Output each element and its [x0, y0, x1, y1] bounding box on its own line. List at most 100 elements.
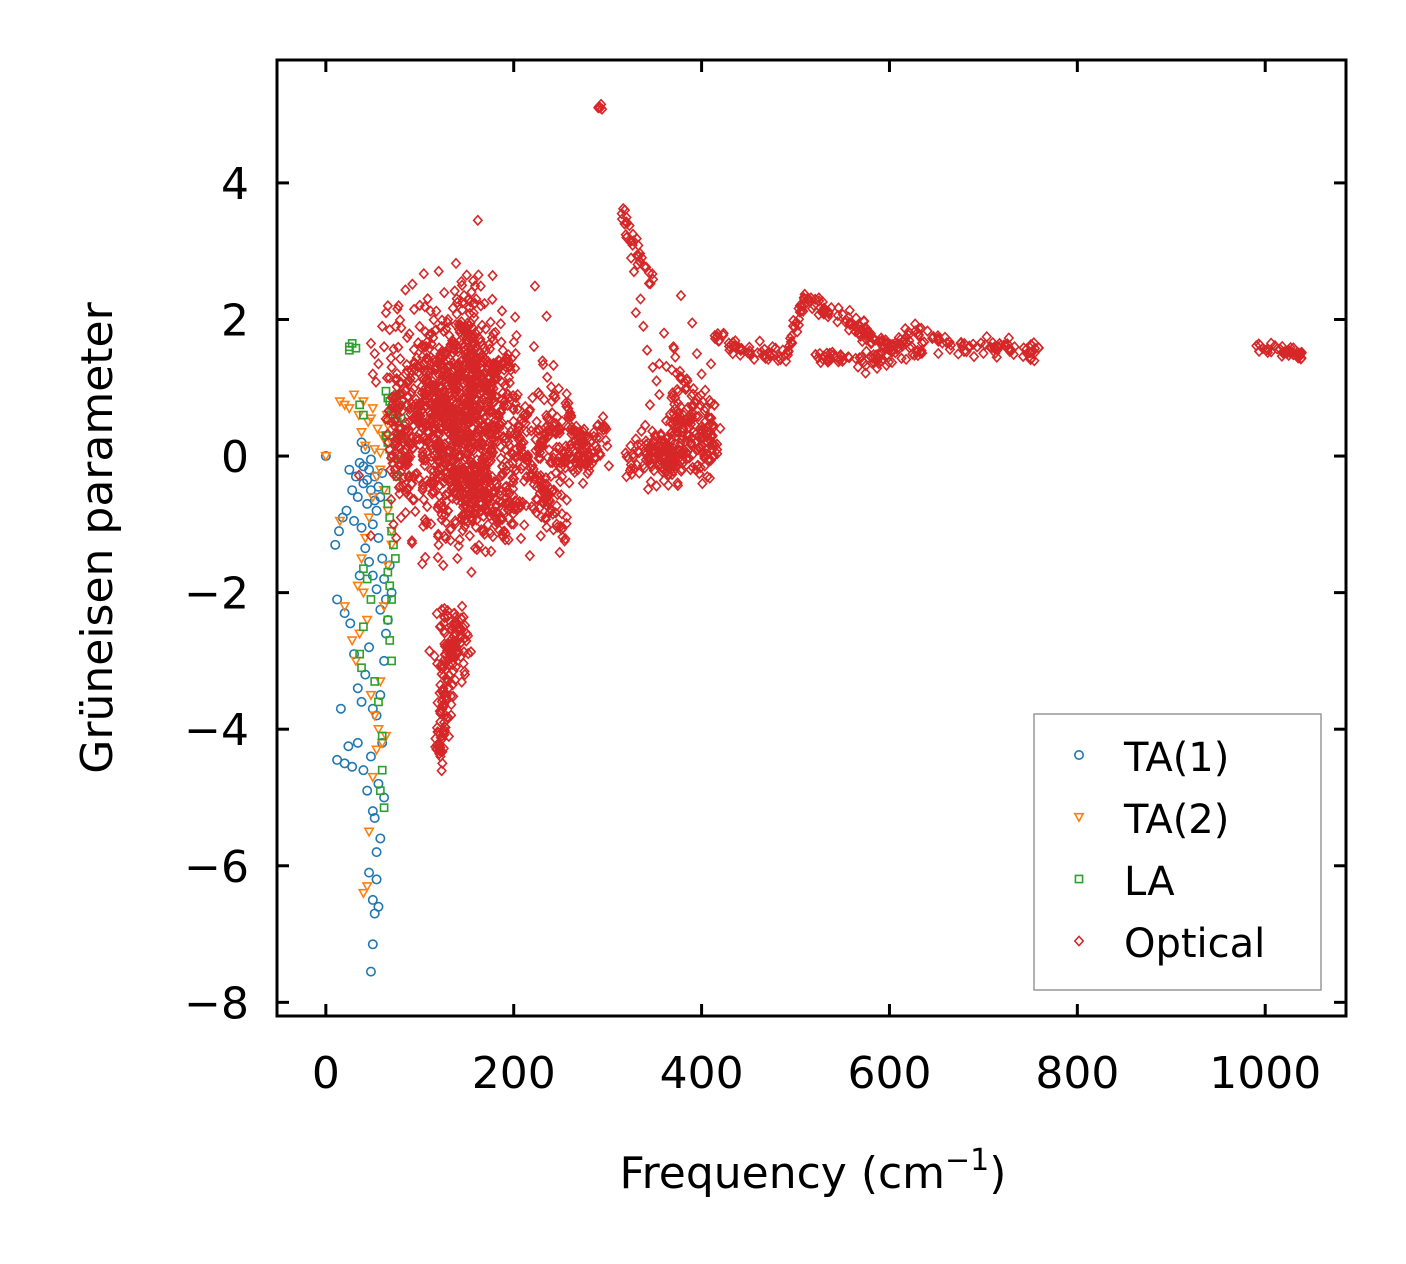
- data-point: [577, 477, 589, 490]
- data-point: [499, 533, 511, 546]
- data-point: [449, 515, 461, 527]
- data-point: [507, 457, 518, 470]
- data-point: [403, 489, 414, 501]
- data-point: [454, 413, 465, 426]
- data-point: [896, 352, 907, 365]
- data-point: [527, 391, 538, 404]
- data-point: [389, 420, 400, 433]
- data-point: [457, 501, 469, 513]
- data-point: [775, 353, 786, 366]
- data-point: [365, 337, 377, 350]
- data-point: [526, 500, 538, 513]
- data-point: [444, 428, 456, 440]
- data-point: [482, 504, 493, 516]
- data-point: [706, 438, 718, 450]
- data-point: [405, 438, 417, 451]
- x-tick-label: 600: [847, 1048, 931, 1099]
- data-point: [470, 521, 482, 533]
- data-point: [412, 359, 424, 372]
- data-point: [482, 518, 494, 531]
- data-point: [543, 444, 555, 456]
- data-point: [418, 267, 430, 280]
- data-point: [359, 441, 371, 452]
- data-point: [1254, 339, 1266, 352]
- data-point: [1029, 354, 1040, 367]
- data-point: [458, 463, 470, 475]
- data-point: [477, 339, 488, 351]
- data-point: [364, 556, 375, 567]
- data-point: [352, 683, 363, 694]
- data-point: [516, 413, 527, 425]
- data-point: [402, 399, 413, 412]
- data-point: [676, 426, 688, 439]
- x-axis-label-main: Frequency (cm: [620, 1148, 946, 1199]
- data-point: [383, 615, 393, 625]
- data-point: [377, 553, 388, 564]
- data-point: [1283, 344, 1294, 356]
- data-point: [658, 327, 670, 339]
- data-point: [387, 656, 396, 666]
- data-point: [600, 434, 612, 447]
- data-point: [499, 394, 511, 407]
- data-point: [456, 279, 468, 292]
- data-point: [898, 335, 910, 348]
- data-point: [662, 479, 674, 492]
- data-point: [856, 323, 867, 336]
- data-point: [632, 439, 643, 451]
- data-point: [375, 690, 386, 701]
- data-point: [385, 493, 397, 506]
- data-point: [416, 403, 428, 416]
- data-point: [530, 433, 542, 446]
- legend-marker: [1073, 812, 1085, 823]
- data-point: [320, 451, 332, 462]
- data-point: [794, 306, 806, 318]
- data-point: [727, 336, 739, 349]
- data-point: [433, 528, 444, 541]
- data-point: [435, 360, 447, 372]
- data-point: [709, 438, 720, 451]
- data-point: [394, 430, 405, 442]
- y-tick-label: −4: [184, 705, 249, 756]
- data-point: [551, 499, 562, 512]
- data-point: [428, 409, 439, 422]
- legend-label: Optical: [1124, 921, 1265, 967]
- data-point: [388, 518, 399, 531]
- data-point: [365, 454, 376, 465]
- data-point: [639, 461, 651, 474]
- data-point: [594, 431, 605, 444]
- data-point: [689, 418, 701, 431]
- data-point: [714, 422, 726, 435]
- data-point: [573, 433, 584, 446]
- data-point: [975, 337, 987, 349]
- data-point: [432, 463, 444, 476]
- data-point: [647, 361, 659, 374]
- data-point: [465, 317, 476, 329]
- data-point: [881, 337, 893, 349]
- data-point: [367, 806, 378, 817]
- data-point: [458, 341, 470, 354]
- data-point: [697, 477, 708, 490]
- data-point: [363, 513, 375, 524]
- data-point: [438, 742, 450, 755]
- data-point: [425, 477, 436, 490]
- data-point: [691, 347, 703, 360]
- data-point: [713, 335, 724, 347]
- data-point: [767, 340, 778, 353]
- data-point: [676, 416, 687, 429]
- data-point: [404, 328, 415, 340]
- data-point: [464, 529, 476, 542]
- data-point: [358, 461, 369, 472]
- data-point: [499, 379, 511, 391]
- data-point: [428, 464, 440, 477]
- data-point: [638, 320, 649, 333]
- data-point: [451, 476, 463, 488]
- data-point: [524, 403, 536, 416]
- data-point: [391, 404, 403, 417]
- data-point: [903, 326, 914, 338]
- data-point: [556, 470, 568, 483]
- data-point: [356, 696, 367, 707]
- data-point: [467, 421, 478, 433]
- data-point: [499, 525, 510, 537]
- data-point: [597, 411, 609, 423]
- data-point: [853, 327, 864, 340]
